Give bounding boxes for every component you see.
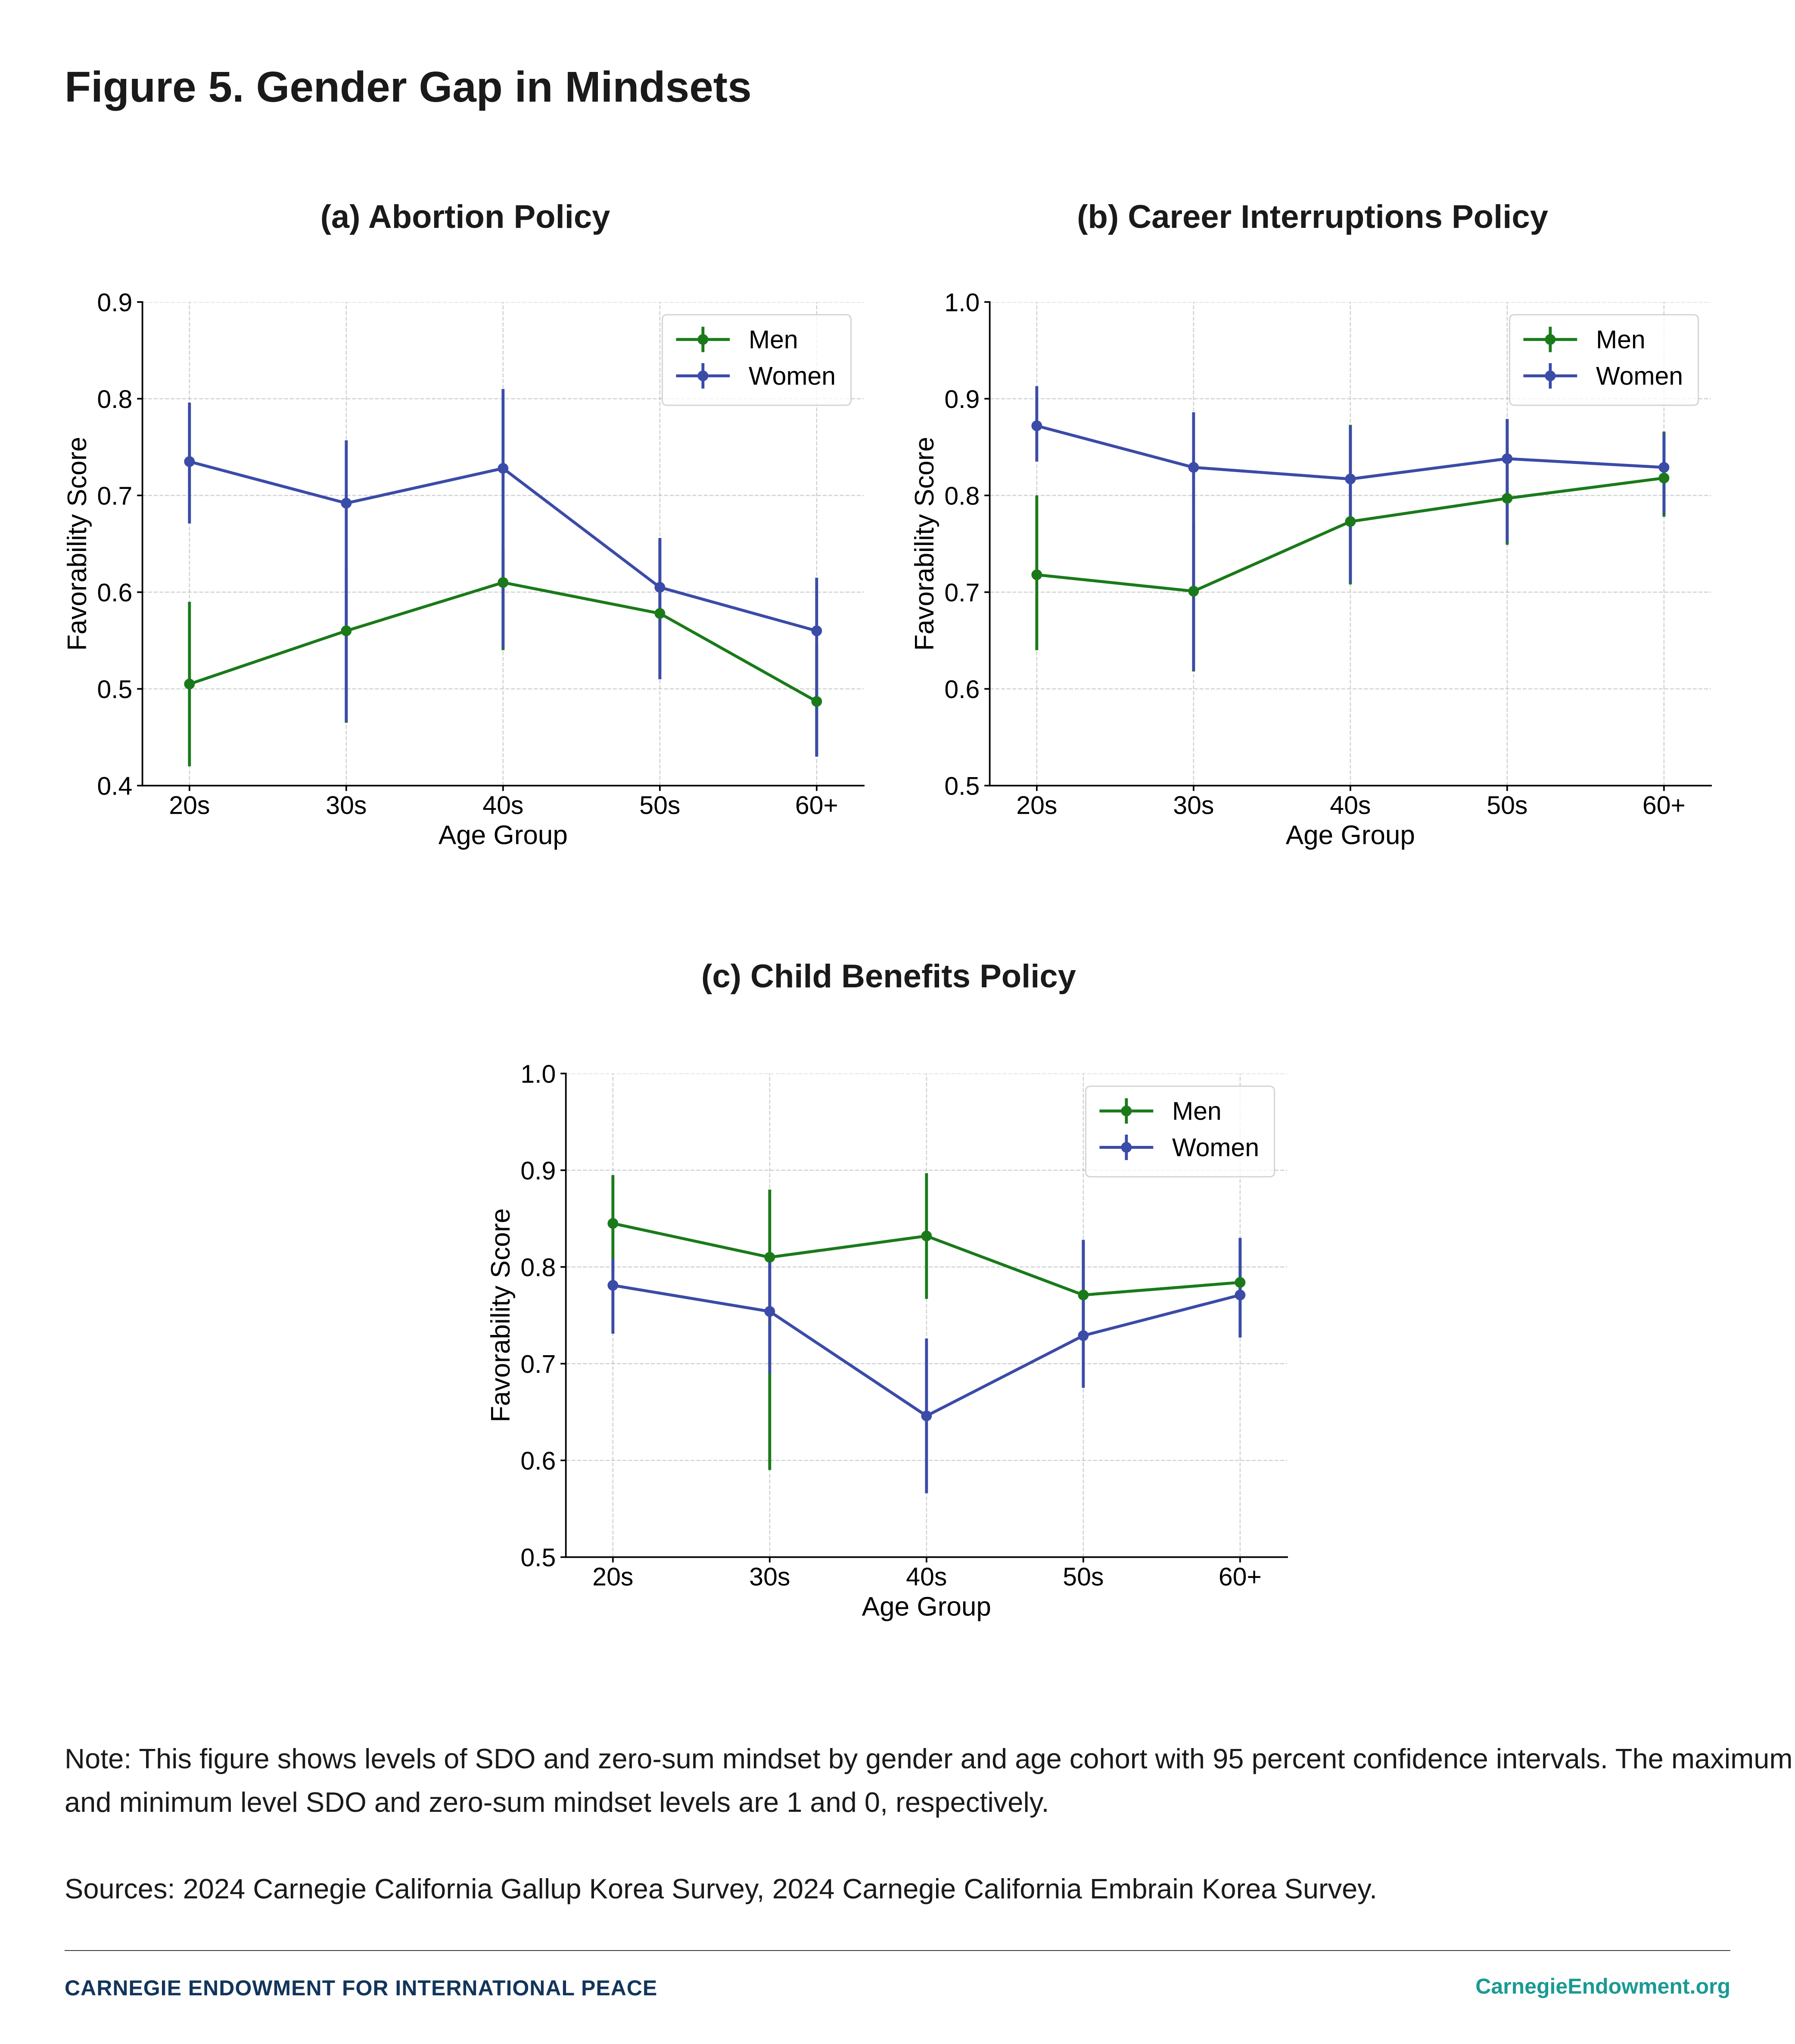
svg-text:Women: Women (1172, 1134, 1259, 1162)
svg-text:50s: 50s (1487, 792, 1527, 820)
svg-text:0.8: 0.8 (97, 386, 132, 414)
svg-text:0.5: 0.5 (944, 772, 980, 800)
svg-text:60+: 60+ (1219, 1563, 1262, 1591)
svg-text:0.6: 0.6 (944, 676, 980, 704)
svg-text:0.9: 0.9 (944, 386, 980, 414)
svg-text:0.7: 0.7 (520, 1350, 556, 1378)
svg-text:40s: 40s (1330, 792, 1371, 820)
svg-text:20s: 20s (592, 1563, 633, 1591)
svg-text:30s: 30s (326, 792, 367, 820)
svg-text:Age Group: Age Group (1286, 820, 1415, 850)
svg-text:0.6: 0.6 (97, 579, 132, 607)
svg-text:0.5: 0.5 (97, 676, 132, 704)
svg-text:30s: 30s (1173, 792, 1214, 820)
svg-text:Favorability Score: Favorability Score (62, 437, 92, 651)
svg-text:1.0: 1.0 (944, 289, 980, 317)
svg-text:40s: 40s (906, 1563, 947, 1591)
svg-text:0.9: 0.9 (97, 289, 132, 317)
svg-text:40s: 40s (482, 792, 523, 820)
svg-text:Men: Men (1172, 1098, 1222, 1126)
svg-text:60+: 60+ (1643, 792, 1686, 820)
svg-text:Women: Women (1596, 362, 1683, 390)
svg-text:60+: 60+ (795, 792, 838, 820)
svg-text:0.8: 0.8 (520, 1254, 556, 1282)
svg-text:Age Group: Age Group (439, 820, 568, 850)
svg-text:Women: Women (749, 362, 836, 390)
svg-text:Favorability Score: Favorability Score (910, 437, 939, 651)
svg-text:Men: Men (749, 326, 798, 354)
svg-text:0.7: 0.7 (944, 579, 980, 607)
svg-text:50s: 50s (1063, 1563, 1104, 1591)
svg-text:Age Group: Age Group (862, 1592, 991, 1621)
svg-text:30s: 30s (749, 1563, 790, 1591)
svg-text:20s: 20s (1016, 792, 1057, 820)
svg-text:0.5: 0.5 (520, 1544, 556, 1572)
svg-text:1.0: 1.0 (520, 1060, 556, 1088)
svg-text:0.4: 0.4 (97, 772, 132, 800)
svg-text:50s: 50s (639, 792, 680, 820)
svg-text:Men: Men (1596, 326, 1646, 354)
svg-text:0.8: 0.8 (944, 482, 980, 510)
svg-text:0.9: 0.9 (520, 1157, 556, 1185)
svg-text:0.6: 0.6 (520, 1447, 556, 1475)
svg-text:Favorability Score: Favorability Score (486, 1208, 516, 1422)
svg-text:0.7: 0.7 (97, 482, 132, 510)
svg-text:20s: 20s (169, 792, 210, 820)
